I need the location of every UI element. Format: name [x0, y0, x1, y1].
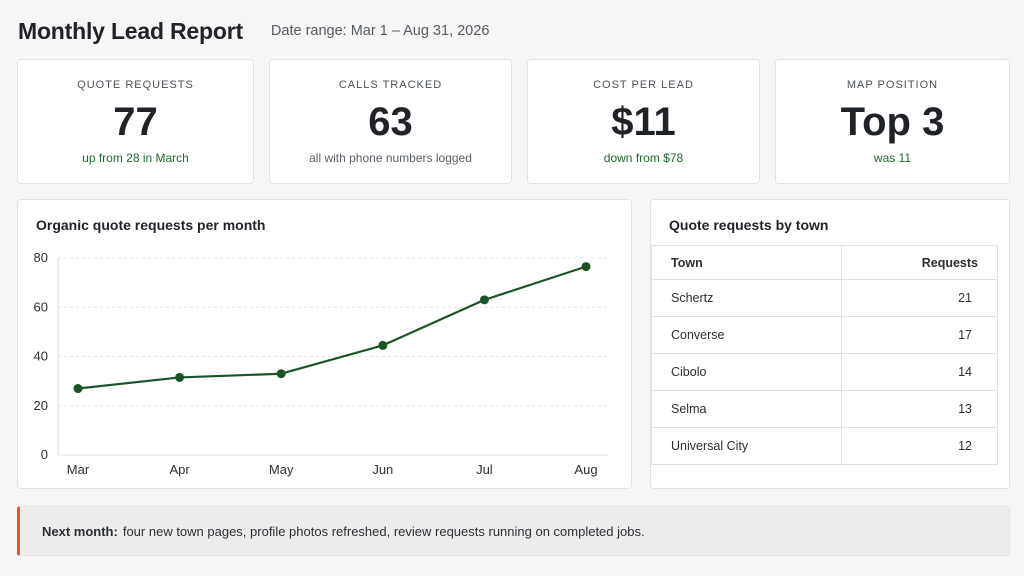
requests-cell: 13 [841, 390, 998, 428]
data-point [378, 340, 388, 350]
town-cell: Converse [650, 316, 843, 354]
kpi-label: CALLS TRACKED [338, 79, 443, 91]
x-tick-label: Apr [169, 462, 190, 477]
x-tick-label: Jun [372, 462, 393, 477]
requests-cell: 12 [841, 427, 998, 465]
town-cell: Selma [650, 390, 843, 428]
kpi-label: COST PER LEAD [593, 79, 694, 91]
y-tick-label: 0 [41, 447, 48, 462]
kpi-value: Top 3 [840, 100, 945, 144]
kpi-subtext: down from $78 [603, 151, 684, 165]
data-point [73, 384, 83, 394]
y-tick-label: 20 [34, 398, 48, 413]
table-row: Schertz 21 [650, 279, 998, 317]
kpi-subtext: up from 28 in March [82, 151, 189, 165]
town-requests-table: Town Requests Schertz 21 Converse 17 Cib… [650, 245, 998, 465]
kpi-label: QUOTE REQUESTS [77, 79, 194, 91]
kpi-label: MAP POSITION [846, 79, 939, 91]
report-header: Monthly Lead Report Date range: Mar 1 – … [18, 14, 489, 48]
kpi-subtext: all with phone numbers logged [309, 151, 472, 165]
quote-requests-line-chart: 0 20 40 60 80 Mar Apr May Jun Jul Aug [34, 250, 608, 477]
y-tick-label: 40 [34, 349, 48, 364]
table-row: Selma 13 [650, 390, 998, 428]
x-tick-label: Aug [574, 462, 597, 477]
table-row: Universal City 12 [650, 427, 998, 465]
x-tick-label: May [269, 462, 294, 477]
requests-cell: 21 [841, 279, 998, 317]
data-point [276, 369, 286, 379]
kpi-value: $11 [611, 100, 676, 144]
requests-cell: 14 [841, 353, 998, 391]
table-title: Quote requests by town [669, 217, 829, 233]
kpi-card-cost-per-lead: COST PER LEAD $11 down from $78 [527, 59, 760, 184]
town-cell: Cibolo [650, 353, 843, 391]
town-cell: Schertz [650, 279, 843, 317]
y-tick-label: 80 [34, 250, 48, 265]
requests-cell: 17 [841, 316, 998, 354]
town-cell: Universal City [650, 427, 843, 465]
data-point [581, 262, 591, 272]
x-tick-label: Mar [67, 462, 90, 477]
kpi-value: 77 [113, 100, 158, 144]
kpi-value: 63 [368, 100, 413, 144]
note-text: four new town pages, profile photos refr… [122, 523, 645, 539]
kpi-card-quote-requests: QUOTE REQUESTS 77 up from 28 in March [17, 59, 254, 184]
column-header-requests: Requests [841, 245, 998, 280]
column-header-town: Town [650, 245, 843, 280]
date-range-label: Date range: Mar 1 – Aug 31, 2026 [270, 23, 490, 39]
table-row: Cibolo 14 [650, 353, 998, 391]
kpi-card-calls-tracked: CALLS TRACKED 63 all with phone numbers … [269, 59, 512, 184]
kpi-card-map-position: MAP POSITION Top 3 was 11 [775, 59, 1010, 184]
next-month-note: Next month: four new town pages, profile… [17, 506, 1010, 556]
page-title: Monthly Lead Report [18, 17, 243, 44]
chart-title: Organic quote requests per month [36, 217, 266, 233]
series-line [77, 265, 587, 390]
table-row: Converse 17 [650, 316, 998, 354]
x-tick-label: Jul [476, 462, 493, 477]
table-header-row: Town Requests [650, 245, 998, 280]
town-requests-card: Quote requests by town Town Requests Sch… [650, 199, 1010, 489]
note-label: Next month: [42, 523, 118, 539]
data-point [479, 295, 489, 305]
y-tick-label: 60 [34, 299, 48, 314]
quote-requests-chart-card: 0 20 40 60 80 Mar Apr May Jun Jul Aug Organic quot… [17, 199, 632, 489]
kpi-subtext: was 11 [873, 151, 912, 165]
data-point [175, 372, 185, 382]
